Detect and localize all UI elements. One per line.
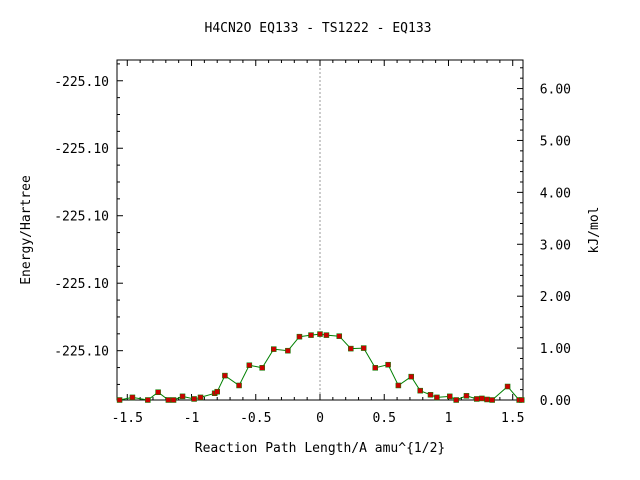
x-tick-label: -1.5 [112, 411, 143, 426]
energy-curve-line [119, 333, 522, 401]
data-point [155, 389, 161, 395]
left-tick-label: -225.10 [54, 75, 109, 90]
data-point [317, 331, 323, 337]
data-point [336, 333, 343, 339]
data-point [246, 362, 253, 368]
data-point [348, 345, 354, 352]
right-tick-label: 6.00 [540, 83, 571, 98]
data-point [518, 397, 525, 403]
x-tick-label: 0.5 [372, 411, 395, 426]
left-y-axis-label: Energy/Hartree [19, 175, 34, 285]
data-point [222, 372, 228, 379]
data-point [427, 392, 434, 398]
data-point [129, 394, 136, 401]
x-tick-label: -0.5 [240, 411, 271, 426]
data-point [197, 394, 204, 401]
left-axis-ticks: -225.10 -225.10 -225.10 -225.10 -225.10 [54, 63, 123, 385]
data-point [463, 393, 470, 399]
data-point [236, 382, 242, 389]
left-tick-label: -225.10 [54, 345, 109, 360]
x-tick-label: 0 [316, 411, 324, 426]
right-y-axis-label: kJ/mol [587, 207, 602, 254]
data-point [270, 346, 277, 352]
data-point [408, 373, 414, 380]
data-point [447, 393, 453, 400]
data-point [372, 365, 378, 371]
x-tick-label: -1 [184, 411, 200, 426]
left-tick-label: -225.10 [54, 210, 109, 225]
data-point [489, 397, 495, 403]
right-axis-ticks: 0.00 1.00 2.00 3.00 4.00 5.00 6.00 [517, 67, 571, 409]
data-point [504, 383, 511, 390]
data-point [259, 365, 265, 371]
data-point [417, 387, 423, 394]
data-point [116, 397, 123, 403]
x-axis-ticks: -1.5 -1 -0.5 0 0.5 1 1.5 [112, 60, 524, 426]
right-tick-label: 4.00 [540, 186, 571, 201]
data-point [191, 396, 197, 402]
data-point [484, 396, 490, 403]
data-point [179, 393, 186, 400]
right-tick-label: 5.00 [540, 134, 571, 149]
data-point [323, 332, 330, 338]
data-point [145, 397, 151, 403]
data-point [165, 397, 172, 403]
data-point [360, 345, 367, 351]
data-point [479, 395, 485, 402]
data-point [453, 397, 459, 403]
data-point [385, 361, 391, 368]
left-tick-label: -225.10 [54, 277, 109, 292]
chart-title: H4CN2O EQ133 - TS1222 - EQ133 [205, 21, 432, 36]
data-point [308, 332, 314, 338]
right-tick-label: 1.00 [540, 342, 571, 357]
data-point [214, 388, 220, 395]
data-point [395, 382, 402, 389]
data-point [473, 396, 480, 402]
right-tick-label: 2.00 [540, 290, 571, 305]
data-point [170, 397, 177, 403]
x-tick-label: 1 [445, 411, 453, 426]
left-tick-label: -225.10 [54, 142, 109, 157]
right-tick-label: 3.00 [540, 238, 571, 253]
data-point [296, 333, 303, 340]
x-tick-label: 1.5 [501, 411, 524, 426]
data-point [434, 394, 440, 401]
right-tick-label: 0.00 [540, 394, 571, 409]
energy-data-points [116, 331, 525, 403]
x-axis-label: Reaction Path Length/A amu^{1/2} [195, 441, 445, 456]
data-point [285, 347, 291, 354]
